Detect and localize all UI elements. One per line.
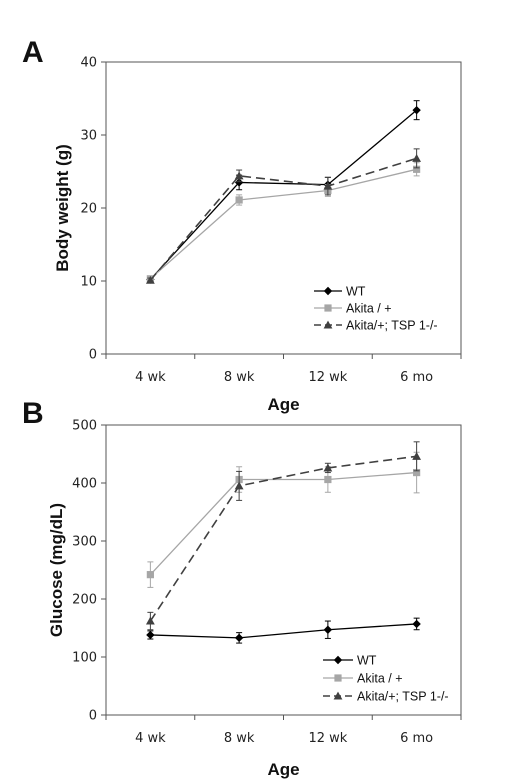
panel-letter: A xyxy=(22,36,44,69)
legend-label: Akita/+; TSP 1-/- xyxy=(357,690,449,704)
data-point xyxy=(412,153,422,162)
legend-marker xyxy=(333,655,343,665)
series-line xyxy=(149,455,417,622)
x-tick-label: 4 wk xyxy=(135,731,166,746)
series-0 xyxy=(146,617,421,644)
series-2 xyxy=(145,148,422,284)
y-tick-label: 400 xyxy=(72,477,97,492)
x-tick-label: 12 wk xyxy=(308,370,347,385)
y-tick-label: 200 xyxy=(72,593,97,608)
y-tick-label: 40 xyxy=(80,56,97,71)
data-point xyxy=(412,105,421,115)
data-point xyxy=(323,463,333,472)
series-line xyxy=(149,471,417,576)
legend-label: Akita/+; TSP 1-/- xyxy=(346,319,438,333)
chart-panel-a: A 0 10 20 30 40 4 wk 8 wk 12 wk 6 mo Age Body weigh… xyxy=(22,36,462,414)
series-2 xyxy=(145,441,422,631)
data-point xyxy=(145,616,155,625)
series-line xyxy=(149,157,417,281)
data-point xyxy=(145,275,155,284)
data-point xyxy=(234,481,244,490)
legend-label: Akita / + xyxy=(357,672,403,686)
chart-panel-b: B 0 100 200 300 400 500 4 wk 8 wk 12 wk 6 mo Age Glu… xyxy=(22,397,462,779)
legend-label: Akita / + xyxy=(346,302,392,316)
data-point xyxy=(234,633,244,643)
y-axis-title: Glucose (mg/dL) xyxy=(47,503,66,637)
legend-label: WT xyxy=(346,285,366,299)
data-point xyxy=(234,178,244,187)
data-point xyxy=(324,475,332,484)
y-tick-label: 10 xyxy=(80,275,97,290)
y-tick-label: 300 xyxy=(72,535,97,550)
x-tick-label: 12 wk xyxy=(308,731,347,746)
series-1 xyxy=(146,451,421,588)
y-tick-label: 100 xyxy=(72,651,97,666)
series-0 xyxy=(146,100,421,284)
legend-marker xyxy=(324,304,332,312)
data-point xyxy=(323,181,333,190)
y-axis-title: Body weight (g) xyxy=(53,144,72,271)
data-point xyxy=(412,451,422,460)
legend-marker xyxy=(333,691,343,700)
data-point xyxy=(412,619,421,629)
legend-marker xyxy=(334,674,342,682)
legend-label: WT xyxy=(357,654,377,668)
x-axis-title: Age xyxy=(267,395,299,414)
y-tick-label: 30 xyxy=(80,129,97,144)
data-point xyxy=(235,196,243,204)
y-tick-label: 0 xyxy=(89,709,97,724)
y-tick-label: 20 xyxy=(80,202,97,217)
legend-marker xyxy=(323,286,333,296)
data-point xyxy=(413,468,421,477)
x-tick-label: 4 wk xyxy=(135,370,166,385)
panel-letter: B xyxy=(22,397,44,430)
legend: WT Akita / + Akita/+; TSP 1-/- xyxy=(314,285,438,333)
x-tick-label: 8 wk xyxy=(224,731,255,746)
series-line xyxy=(149,109,418,280)
x-tick-label: 6 mo xyxy=(400,731,433,746)
series-line xyxy=(150,623,417,639)
x-tick-label: 8 wk xyxy=(224,370,255,385)
y-tick-label: 0 xyxy=(89,348,97,363)
plot-area xyxy=(105,424,462,716)
legend-marker xyxy=(323,320,333,329)
data-point xyxy=(234,171,244,180)
x-axis-title: Age xyxy=(267,760,299,779)
data-point xyxy=(146,571,154,579)
x-tick-label: 6 mo xyxy=(400,370,433,385)
y-tick-label: 500 xyxy=(72,419,97,434)
data-point xyxy=(146,630,155,640)
series-line xyxy=(149,168,417,280)
data-point xyxy=(323,625,333,634)
legend: WT Akita / + Akita/+; TSP 1-/- xyxy=(323,654,449,704)
data-point xyxy=(413,165,421,173)
plot-area xyxy=(105,61,462,355)
series-1 xyxy=(146,162,421,283)
